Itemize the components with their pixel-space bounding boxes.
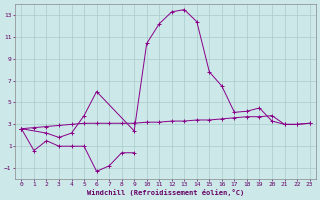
X-axis label: Windchill (Refroidissement éolien,°C): Windchill (Refroidissement éolien,°C) [87, 189, 244, 196]
